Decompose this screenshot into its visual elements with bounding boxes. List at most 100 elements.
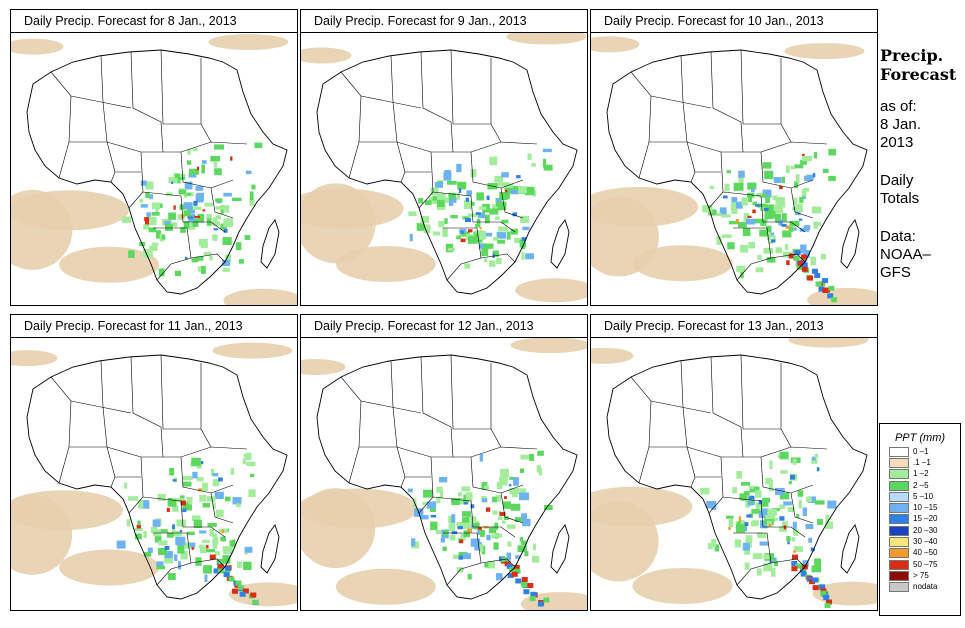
country-border xyxy=(450,49,491,125)
storm-band-cell xyxy=(250,592,257,598)
rain-cell xyxy=(751,509,760,514)
sand-patch xyxy=(59,549,160,586)
rain-cell xyxy=(750,496,754,503)
legend-swatch xyxy=(889,570,909,581)
precip-map xyxy=(11,34,297,305)
rain-cell xyxy=(182,481,192,487)
rain-cell xyxy=(772,235,776,243)
rain-cell xyxy=(735,523,740,533)
rain-cell xyxy=(806,496,812,503)
light-precip-ocean xyxy=(11,34,297,305)
rain-cell xyxy=(198,238,208,246)
storm-band-cell xyxy=(252,599,259,605)
intense-rain-cell xyxy=(763,207,769,211)
intense-rain-cell xyxy=(516,175,521,179)
rain-cell xyxy=(731,197,738,206)
rain-cell xyxy=(448,192,456,200)
rain-cell xyxy=(184,542,192,549)
sand-patch xyxy=(212,342,293,359)
rain-cell xyxy=(775,487,785,495)
rain-cell xyxy=(807,496,816,504)
rain-cell xyxy=(223,218,234,228)
rain-cell xyxy=(178,189,186,194)
rain-cell xyxy=(737,222,747,228)
rain-cell xyxy=(426,501,437,509)
rain-cell xyxy=(817,518,823,525)
rain-cell xyxy=(143,531,147,538)
rain-cell xyxy=(764,170,774,180)
storm-band-cell xyxy=(800,254,807,260)
rain-cell xyxy=(436,486,443,493)
light-precip-ocean xyxy=(591,36,877,305)
rain-cell xyxy=(457,181,467,190)
rain-cell xyxy=(186,531,195,536)
rain-cell xyxy=(791,537,796,542)
rain-cell xyxy=(517,186,528,194)
sand-patch xyxy=(11,38,64,55)
legend-swatch xyxy=(889,537,909,548)
legend-label: 50 –75 xyxy=(913,559,938,569)
rain-cell xyxy=(175,174,184,179)
rain-cell xyxy=(176,519,186,527)
rain-cell xyxy=(213,161,218,168)
rain-cell xyxy=(243,453,251,458)
rain-cell xyxy=(205,549,216,553)
country-border xyxy=(130,356,162,428)
rain-cell xyxy=(532,555,540,563)
country-border xyxy=(359,446,538,458)
legend-item: 50 –75 xyxy=(880,559,960,570)
storm-band-cell xyxy=(807,275,814,281)
intense-rain-cell xyxy=(458,188,462,193)
intense-rain-cell xyxy=(202,209,206,212)
rain-cell xyxy=(176,498,185,503)
rain-cell xyxy=(514,237,523,244)
rain-cell xyxy=(531,163,536,167)
rain-cell xyxy=(202,503,211,508)
rain-cell xyxy=(526,186,535,190)
intense-rain-cell xyxy=(787,541,790,545)
rain-field xyxy=(121,142,263,277)
rain-cell xyxy=(450,215,458,219)
rain-cell xyxy=(726,170,732,174)
intense-rain-cell xyxy=(173,205,176,210)
rain-cell xyxy=(774,560,778,567)
rain-cell xyxy=(238,259,244,264)
intense-rain-cell xyxy=(223,228,228,233)
rain-cell xyxy=(489,260,496,267)
rain-cell xyxy=(782,251,793,258)
rain-cell xyxy=(760,219,767,226)
legend-item: 1 –2 xyxy=(880,469,960,480)
rain-cell xyxy=(741,482,750,486)
rain-cell xyxy=(116,540,126,549)
rain-cell xyxy=(810,256,817,266)
country-border xyxy=(190,253,226,263)
rain-cell xyxy=(768,479,773,489)
country-borders xyxy=(340,354,538,586)
rain-cell xyxy=(209,255,213,261)
storm-band-cell xyxy=(224,566,231,572)
country-border xyxy=(340,376,422,414)
rain-cell xyxy=(505,187,514,194)
country-border xyxy=(740,426,744,458)
rain-cell xyxy=(543,504,553,510)
rain-cell xyxy=(742,227,751,236)
rain-cell xyxy=(462,517,469,523)
rain-cell xyxy=(755,267,764,273)
asof-line3: 2013 xyxy=(880,134,914,151)
rain-cell xyxy=(773,177,782,183)
rain-cell xyxy=(784,243,789,250)
intense-rain-cell xyxy=(521,237,527,241)
rain-cell xyxy=(152,519,161,527)
storm-band-cell xyxy=(235,580,242,586)
rain-cell xyxy=(506,552,512,561)
rain-cell xyxy=(210,221,220,226)
rain-cell xyxy=(483,258,488,263)
rain-cell xyxy=(474,520,480,525)
rain-cell xyxy=(121,216,132,223)
rain-cell xyxy=(458,492,463,497)
sand-patch xyxy=(301,47,352,64)
rain-cell xyxy=(732,487,738,494)
country-border xyxy=(142,191,226,233)
rain-cell xyxy=(449,534,456,541)
rain-cell xyxy=(248,489,256,497)
